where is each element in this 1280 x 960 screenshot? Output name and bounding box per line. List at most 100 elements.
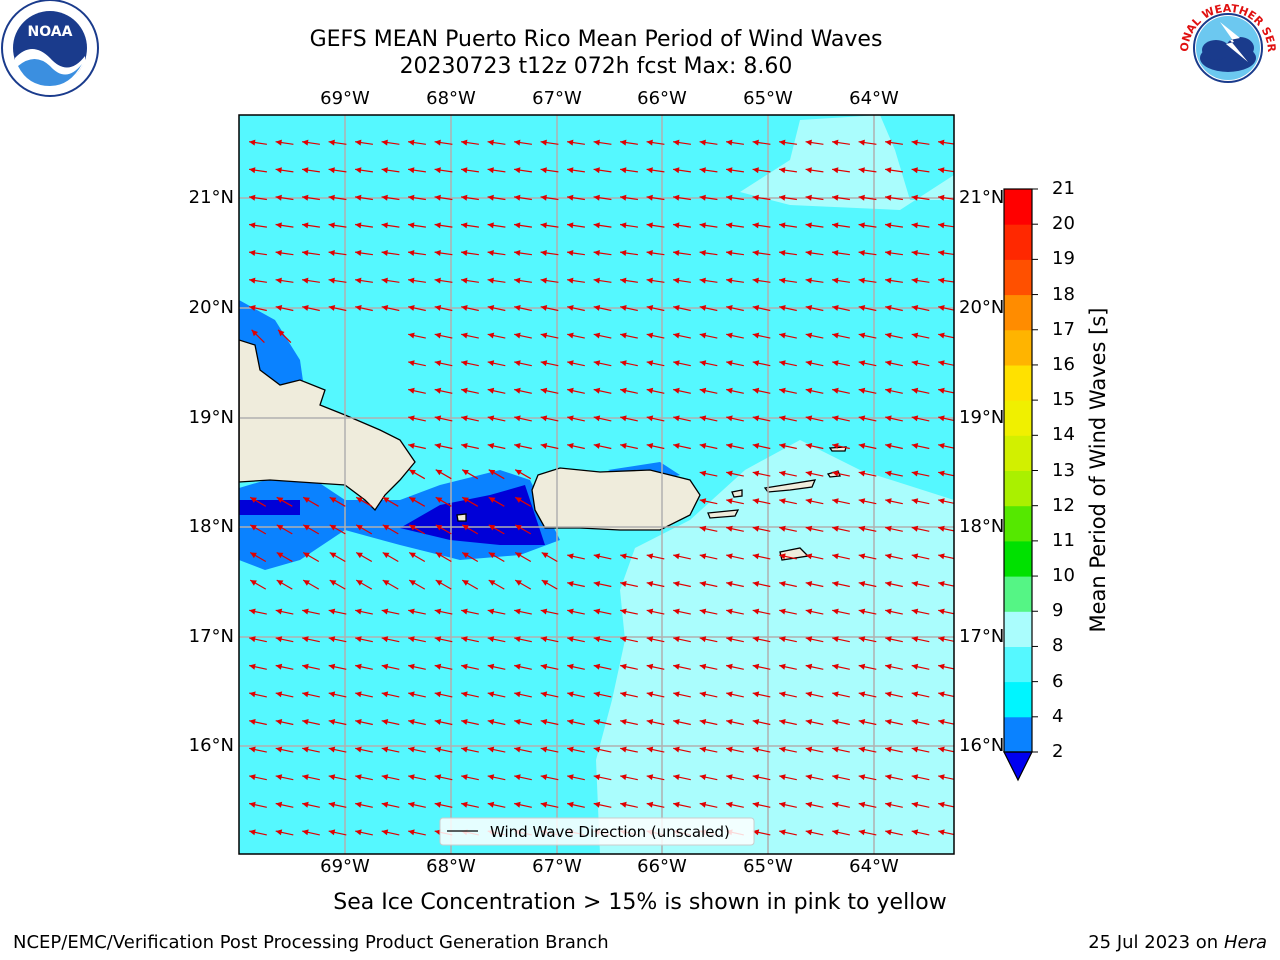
wind-wave-direction-arrows [249, 139, 954, 836]
direction-arrow-head [249, 691, 256, 698]
direction-arrow-head [302, 167, 309, 174]
direction-arrow-head [593, 443, 601, 449]
direction-arrow-head [593, 774, 601, 781]
top-tick-label: 69°W [320, 88, 370, 109]
direction-arrow-head [620, 305, 627, 311]
direction-arrow-head [514, 387, 521, 394]
direction-arrow-head [409, 552, 416, 559]
direction-arrow-head [832, 608, 839, 615]
direction-arrow-head [911, 167, 918, 174]
direction-arrow-head [462, 469, 469, 476]
direction-arrow-head [302, 691, 309, 698]
direction-arrow-head [699, 139, 706, 146]
direction-arrow-head [805, 415, 813, 422]
direction-arrow-head [275, 801, 283, 808]
direction-arrow-head [514, 305, 521, 311]
direction-arrow-head [805, 691, 813, 698]
direction-arrow-head [540, 691, 548, 698]
direction-arrow-head [434, 139, 441, 146]
direction-arrow-head [620, 719, 627, 725]
direction-arrow-head [461, 305, 468, 311]
direction-arrow-head [911, 222, 918, 229]
direction-arrow-head [673, 801, 680, 808]
direction-arrow-head [434, 387, 442, 394]
legend-label: Wind Wave Direction (unscaled) [490, 823, 730, 841]
direction-arrow-head [303, 524, 310, 531]
direction-arrow-head [408, 194, 415, 201]
direction-arrow-head [673, 636, 680, 643]
direction-arrow-head [885, 277, 892, 284]
direction-arrow-head [355, 277, 362, 284]
direction-arrow-head [567, 250, 574, 256]
direction-arrow-head [885, 608, 892, 615]
direction-arrow-head [302, 222, 309, 229]
direction-arrow-head [567, 194, 574, 201]
direction-arrow-head [567, 581, 574, 587]
direction-arrow-head [328, 774, 336, 781]
direction-arrow-head [462, 497, 469, 503]
direction-arrow-head [434, 277, 441, 284]
direction-arrow-head [673, 719, 680, 725]
direction-arrow-head [355, 663, 362, 670]
direction-arrow-head [514, 663, 521, 670]
direction-arrow-head [381, 277, 388, 284]
direction-arrow-head [249, 636, 256, 643]
direction-arrow-head [514, 443, 521, 449]
direction-arrow-head [646, 360, 654, 367]
direction-arrow-head [487, 305, 495, 311]
direction-arrow-head [832, 829, 839, 836]
direction-arrow-head [858, 222, 865, 229]
direction-arrow-head [646, 691, 654, 698]
direction-arrow-head [514, 636, 521, 643]
direction-arrow-head [434, 305, 442, 311]
direction-arrow-head [355, 829, 362, 836]
direction-arrow-head [540, 636, 548, 643]
direction-arrow-head [434, 663, 442, 670]
direction-arrow-head [408, 636, 415, 643]
direction-arrow-head [275, 829, 283, 836]
direction-arrow-head [646, 608, 654, 615]
direction-arrow-head [434, 415, 442, 422]
direction-arrow-head [515, 524, 522, 531]
direction-arrow-head [302, 663, 309, 670]
colorbar-segment [1004, 576, 1032, 612]
bot-tick-label: 67°W [532, 856, 582, 877]
direction-arrow-head [593, 636, 601, 643]
direction-arrow-head [752, 636, 760, 643]
direction-arrow-head [805, 746, 813, 753]
colorbar-tick-label: 15 [1052, 389, 1075, 411]
direction-arrow-head [567, 277, 574, 284]
direction-arrow-head [885, 553, 892, 560]
direction-arrow-head [328, 277, 335, 284]
direction-arrow-head [302, 719, 309, 725]
direction-arrow-head [328, 194, 335, 201]
direction-arrow-head [461, 250, 468, 256]
direction-arrow-head [328, 719, 336, 725]
direction-arrow-head [805, 553, 813, 560]
direction-arrow-head [408, 774, 415, 781]
direction-arrow-head [541, 580, 549, 586]
direction-arrow-head [275, 608, 283, 615]
direction-arrow-head [408, 139, 415, 146]
direction-arrow-head [302, 774, 309, 781]
direction-arrow-head [275, 222, 282, 229]
direction-arrow-head [462, 524, 469, 531]
direction-arrow-head [805, 387, 813, 394]
direction-arrow-head [911, 525, 919, 532]
direction-arrow-head [328, 691, 336, 698]
light-period-region-northeast [740, 115, 954, 210]
direction-arrow-head [249, 305, 256, 311]
direction-arrow-head [355, 167, 362, 174]
direction-arrow-head [381, 222, 388, 229]
direction-arrow-head [938, 636, 945, 643]
direction-arrow-head [593, 553, 601, 560]
direction-arrow-head [408, 443, 415, 449]
direction-arrow-head [567, 663, 574, 670]
direction-arrow-head [832, 443, 839, 449]
direction-arrow-head [515, 469, 522, 476]
direction-arrow-head [832, 387, 839, 394]
direction-arrow-head [355, 305, 362, 311]
direction-arrow-head [381, 636, 389, 643]
direction-arrow-head [434, 360, 442, 367]
